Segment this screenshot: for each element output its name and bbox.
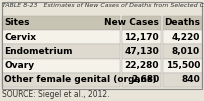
Text: Cervix: Cervix xyxy=(4,33,37,42)
Text: Endometrium: Endometrium xyxy=(4,47,73,56)
Text: 4,220: 4,220 xyxy=(172,33,200,42)
Bar xyxy=(2,73,120,87)
Text: 22,280: 22,280 xyxy=(125,61,159,70)
Text: TABLE 8-23   Estimates of New Cases of Deaths from Selected Cancers of the Femal: TABLE 8-23 Estimates of New Cases of Dea… xyxy=(2,3,204,8)
Bar xyxy=(122,44,161,59)
Bar xyxy=(163,16,202,30)
Bar xyxy=(2,2,202,89)
Text: Other female genital (organs): Other female genital (organs) xyxy=(4,75,157,85)
Bar xyxy=(163,59,202,73)
Text: 15,500: 15,500 xyxy=(165,61,200,70)
Text: SOURCE: Siegel et al., 2012.: SOURCE: Siegel et al., 2012. xyxy=(2,90,110,99)
Bar xyxy=(2,59,120,73)
Text: Sites: Sites xyxy=(4,18,30,27)
Text: Deaths: Deaths xyxy=(164,18,200,27)
Text: 12,170: 12,170 xyxy=(124,33,159,42)
Bar xyxy=(163,30,202,44)
Bar xyxy=(2,16,120,30)
Bar xyxy=(122,30,161,44)
Bar xyxy=(122,16,161,30)
Text: 47,130: 47,130 xyxy=(124,47,159,56)
Text: Ovary: Ovary xyxy=(4,61,35,70)
Text: 2,680: 2,680 xyxy=(131,75,159,85)
Bar xyxy=(163,44,202,59)
Bar xyxy=(2,44,120,59)
Bar xyxy=(163,73,202,87)
Text: 8,010: 8,010 xyxy=(172,47,200,56)
Bar xyxy=(122,73,161,87)
Bar xyxy=(2,30,120,44)
Bar xyxy=(122,59,161,73)
Text: New Cases: New Cases xyxy=(104,18,159,27)
Text: 840: 840 xyxy=(181,75,200,85)
